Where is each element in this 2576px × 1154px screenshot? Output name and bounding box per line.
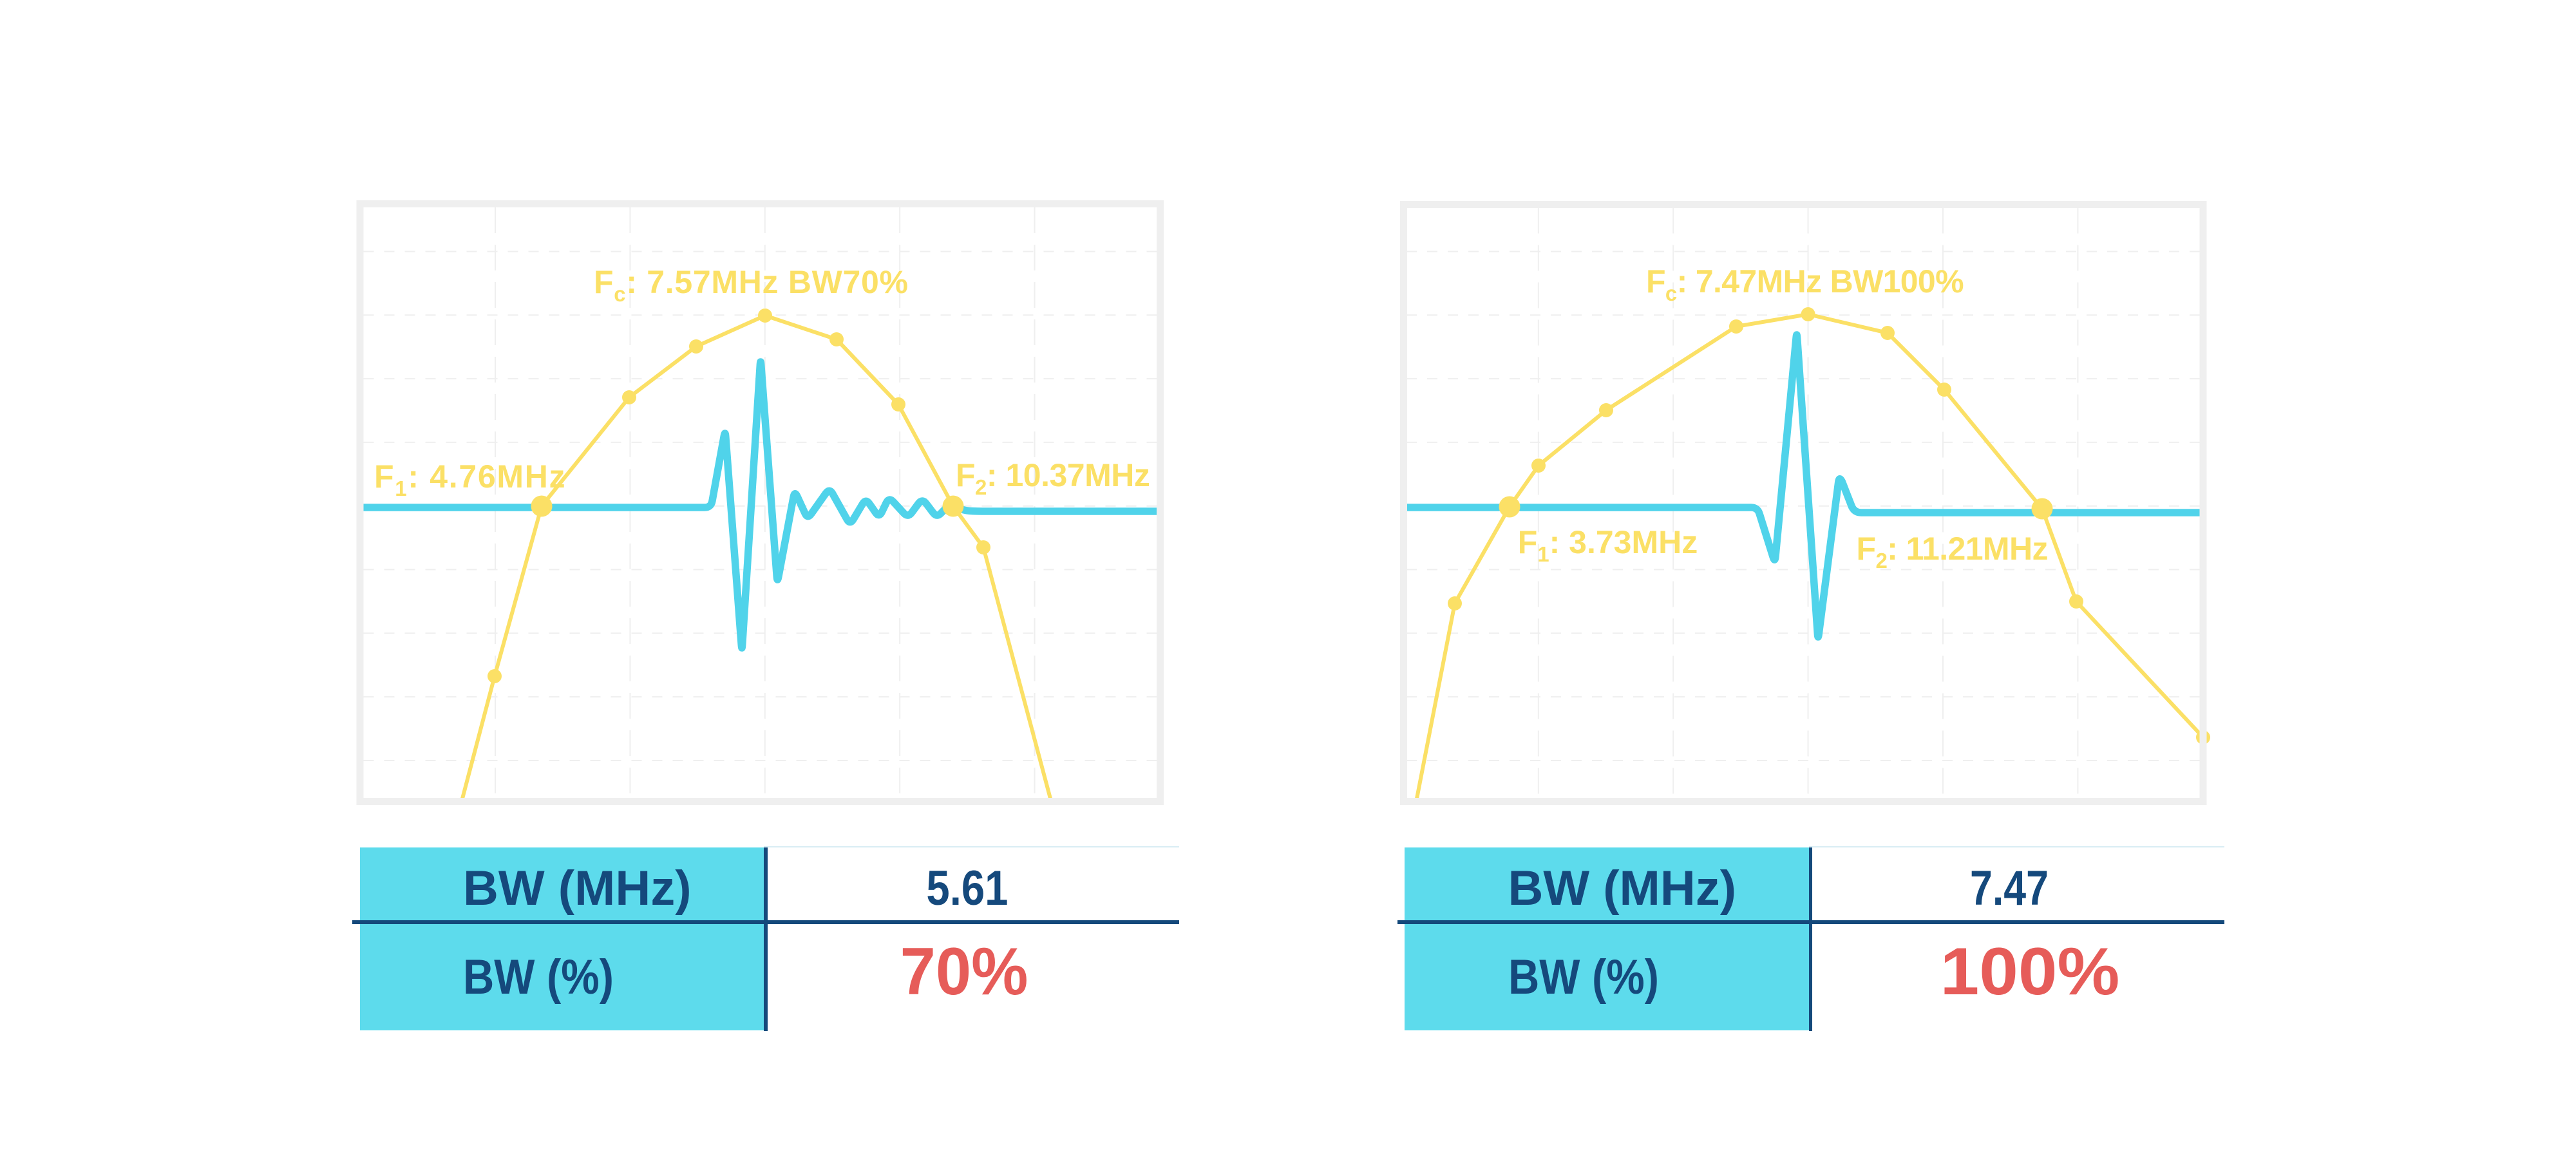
svg-text:F2: 11.21MHz: F2: 11.21MHz [1857, 531, 2048, 572]
svg-text:F1: 3.73MHz: F1: 3.73MHz [1518, 524, 1698, 566]
svg-text:F1: 4.76MHz: F1: 4.76MHz [374, 459, 566, 500]
svg-text:Fc: 7.57MHz BW70%: Fc: 7.57MHz BW70% [594, 264, 909, 306]
svg-text:F2: 10.37MHz: F2: 10.37MHz [956, 457, 1150, 499]
svg-text:Fc: 7.47MHz BW100%: Fc: 7.47MHz BW100% [1646, 263, 1964, 305]
